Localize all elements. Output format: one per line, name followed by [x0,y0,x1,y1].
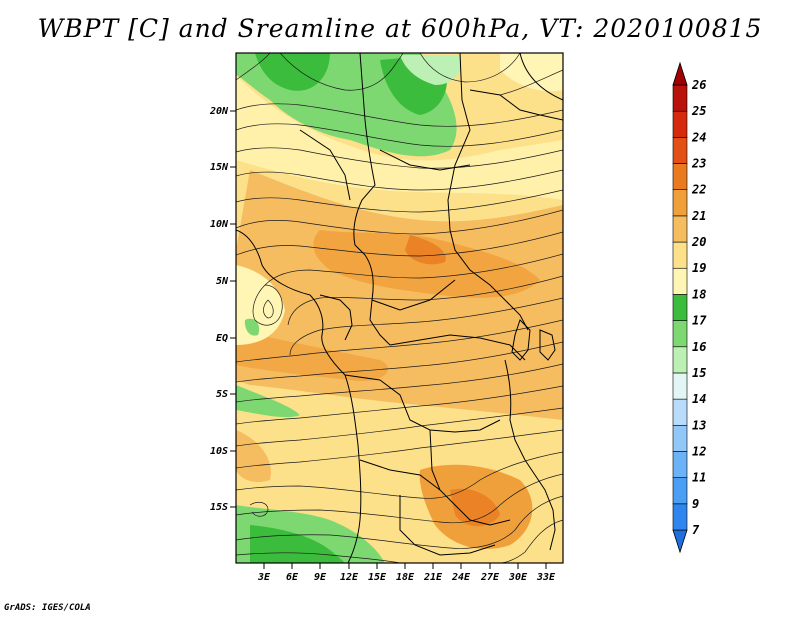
lon-label-12e: 12E [340,572,359,583]
lon-label-3e: 3E [257,572,271,583]
colorbar-label: 19 [692,261,706,275]
chart-title: WBPT [C] and Sreamline at 600hPa, VT: 20… [37,14,763,43]
field-darkgreen-north [255,53,330,91]
lat-label-10n: 10N [210,219,229,230]
lat-label-20n: 20N [209,106,229,117]
colorbar-label: 16 [692,340,706,354]
colorbar-label: 14 [692,392,706,406]
lat-label-15s: 15S [210,502,228,513]
field-green-eq [244,318,260,336]
colorbar-label: 12 [692,444,706,458]
lon-label-30e: 30E [508,572,528,583]
lon-label-27e: 27E [480,572,500,583]
lat-axis: 20N 15N 10N 5N EQ 5S 10S 15S [209,106,236,513]
colorbar-segment [672,241,688,269]
lat-label-5n: 5N [216,276,229,287]
lat-label-eq: EQ [216,333,228,344]
colorbar-segment [672,372,688,400]
field-max-core [405,235,446,265]
colorbar-segment [672,84,688,112]
colorbar-label: 25 [691,104,706,118]
lon-label-33e: 33E [536,572,556,583]
credit-text: GrADS: IGES/COLA [4,603,91,613]
colorbar-label: 20 [691,235,706,249]
shaded-field [236,53,563,563]
lon-label-18e: 18E [396,572,415,583]
colorbar: 7 9 11 12 13 14 15 16 17 18 19 20 21 22 23 24 25 26 [672,61,707,554]
lon-label-6e: 6E [286,572,299,583]
colorbar-segment [672,451,688,478]
lon-label-15e: 15E [368,572,387,583]
colorbar-segment [672,215,688,243]
colorbar-label: 23 [691,157,706,171]
lon-label-24e: 24E [451,572,471,583]
colorbar-label: 13 [692,418,706,432]
colorbar-segment [672,267,688,295]
lat-label-10s: 10S [210,446,228,457]
colorbar-label: 24 [691,130,706,144]
colorbar-segment [672,163,688,191]
colorbar-segment [672,110,688,138]
field-orange-eq [236,330,389,381]
field-orange-south-core [450,488,500,527]
colorbar-segment [672,346,688,374]
field-pale-ne [500,53,563,92]
colorbar-arrow-high [672,61,688,86]
colorbar-label: 17 [692,314,707,328]
colorbar-segment [672,320,688,348]
colorbar-segment [672,189,688,217]
colorbar-label: 7 [692,523,700,537]
map-frame [235,52,564,564]
lat-label-15n: 15N [210,162,229,173]
colorbar-segment [672,477,688,505]
lon-label-21e: 21E [423,572,443,583]
lat-label-5s: 5S [216,389,228,400]
colorbar-segment [672,294,688,321]
colorbar-label: 21 [691,209,706,223]
colorbar-label: 26 [691,78,706,92]
colorbar-label: 15 [692,366,706,380]
colorbar-label: 22 [691,183,706,197]
colorbar-segment [672,424,688,452]
field-pale-band [236,75,563,200]
streamlines [236,53,563,563]
field-orange-sw [236,430,271,482]
boundaries [236,53,563,563]
colorbar-segment [672,503,688,531]
field-lightgreen-north [400,55,462,85]
colorbar-arrow-low [672,529,688,554]
field-darkgreen-south [250,525,345,563]
lon-axis: 3E 6E 9E 12E 15E 18E 21E 24E 27E 30E 33E [257,563,556,583]
colorbar-segment [672,137,688,164]
colorbar-segment [672,398,688,426]
field-green-sw [236,385,300,418]
colorbar-label: 9 [692,497,699,511]
colorbar-label: 11 [692,471,706,485]
lon-label-9e: 9E [314,572,327,583]
colorbar-label: 18 [692,287,706,301]
